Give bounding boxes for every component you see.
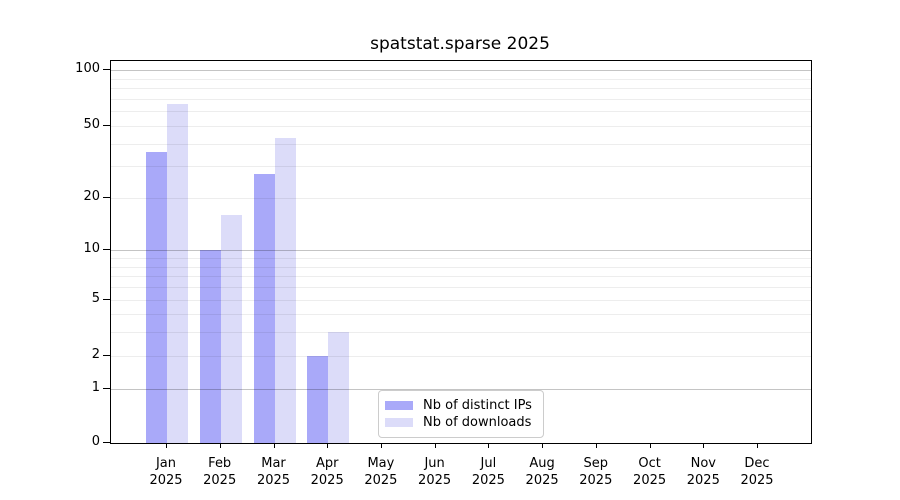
legend-label-distinct-ips: Nb of distinct IPs (423, 398, 532, 413)
x-tick-mark-feb (219, 443, 221, 448)
gridline-9 (111, 258, 811, 259)
x-tick-mark-jan (166, 443, 167, 448)
x-tick-mark-nov (703, 443, 705, 448)
x-tick-mark-apr (327, 443, 329, 448)
gridline-60 (111, 111, 811, 113)
bar-nb-of-downloads-apr (328, 332, 350, 443)
x-tick-label-jul: Jul 2025 (471, 456, 505, 488)
gridline-80 (111, 88, 811, 90)
legend: Nb of distinct IPs Nb of downloads (378, 390, 544, 438)
gridline-30 (111, 166, 811, 168)
x-tick-label-mar: Mar 2025 (256, 456, 291, 488)
y-tick-mark-0 (103, 442, 110, 443)
gridline-5 (111, 299, 811, 301)
y-tick-label-0: 0 (91, 434, 100, 449)
x-tick-label-nov: Nov 2025 (686, 456, 720, 488)
y-tick-mark-1 (103, 387, 110, 389)
y-tick-mark-5 (103, 298, 110, 300)
gridline-4 (111, 314, 811, 316)
y-tick-mark-20 (103, 196, 110, 198)
gridline-40 (111, 143, 811, 145)
y-tick-mark-100 (103, 69, 110, 71)
bar-nb-of-distinct-ips-mar (253, 174, 275, 443)
x-tick-mark-oct (649, 443, 651, 448)
y-tick-mark-10 (103, 249, 110, 251)
bar-nb-of-distinct-ips-feb (199, 250, 221, 443)
gridline-70 (111, 98, 811, 100)
x-tick-label-oct: Oct 2025 (633, 456, 667, 488)
gridline-50 (111, 125, 811, 127)
x-tick-label-jan: Jan 2025 (149, 456, 183, 488)
bar-nb-of-distinct-ips-jan (146, 151, 167, 443)
y-tick-label-5: 5 (91, 290, 100, 306)
x-tick-mark-sep (595, 443, 597, 448)
gridline-90 (111, 78, 811, 80)
x-tick-mark-dec (757, 443, 758, 448)
x-tick-label-apr: Apr 2025 (310, 456, 344, 488)
gridline-3 (111, 332, 811, 334)
chart-title: spatstat.sparse 2025 (370, 34, 550, 54)
legend-swatch-distinct-ips-icon (385, 401, 413, 410)
y-tick-label-10: 10 (83, 241, 100, 257)
x-tick-mark-aug (542, 443, 544, 448)
y-tick-label-1: 1 (91, 379, 100, 395)
x-tick-label-dec: Dec 2025 (740, 456, 774, 488)
y-tick-mark-2 (103, 354, 110, 356)
x-tick-label-may: May 2025 (364, 456, 398, 488)
gridline-8 (111, 266, 811, 268)
bar-nb-of-distinct-ips-apr (307, 355, 329, 443)
x-tick-mark-mar (273, 443, 275, 448)
x-tick-mark-may (380, 443, 382, 448)
legend-label-downloads: Nb of downloads (423, 415, 532, 430)
bar-nb-of-downloads-mar (274, 137, 296, 443)
y-tick-label-20: 20 (83, 188, 100, 204)
x-tick-label-aug: Aug 2025 (525, 456, 559, 488)
x-tick-label-sep: Sep 2025 (579, 456, 613, 488)
y-tick-label-100: 100 (75, 61, 100, 77)
y-tick-label-2: 2 (91, 346, 100, 362)
gridline-10 (111, 250, 811, 252)
bar-nb-of-downloads-jan (167, 103, 188, 443)
gridline-20 (111, 197, 811, 199)
gridline-100 (111, 70, 811, 72)
x-tick-mark-jul (488, 443, 490, 448)
legend-item-distinct-ips: Nb of distinct IPs (385, 397, 535, 414)
gridline-1 (111, 388, 811, 390)
gridline-6 (111, 287, 811, 288)
legend-swatch-downloads-icon (385, 418, 413, 427)
x-tick-label-jun: Jun 2025 (418, 456, 452, 488)
gridline-7 (111, 276, 811, 278)
y-tick-mark-50 (103, 124, 110, 126)
x-tick-label-feb: Feb 2025 (203, 456, 237, 488)
bar-nb-of-downloads-feb (220, 214, 242, 443)
legend-item-downloads: Nb of downloads (385, 414, 535, 431)
plot-area (110, 60, 812, 444)
x-tick-mark-jun (434, 443, 436, 448)
y-tick-label-50: 50 (83, 116, 100, 132)
gridline-2 (111, 355, 811, 357)
